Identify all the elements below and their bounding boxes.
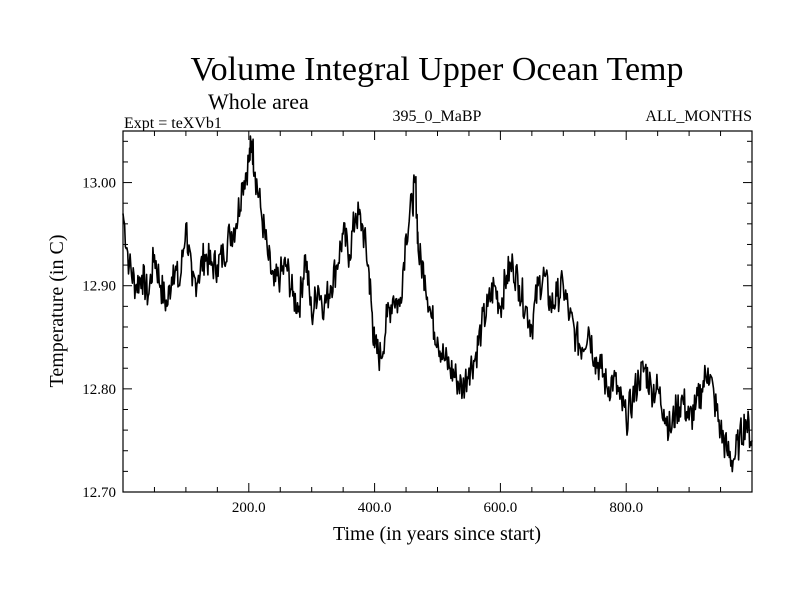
series-line	[122, 135, 753, 473]
y-tick-label: 13.00	[82, 176, 116, 192]
y-axis-label: Temperature (in C)	[46, 235, 68, 388]
x-tick-label: 800.0	[609, 500, 643, 516]
y-tick-label: 12.70	[82, 485, 116, 501]
chart-title: Volume Integral Upper Ocean Temp	[191, 51, 684, 88]
x-tick-label: 200.0	[232, 500, 266, 516]
x-tick-label: 600.0	[484, 500, 518, 516]
y-tick-label: 12.80	[82, 382, 116, 398]
y-tick-label: 12.90	[82, 279, 116, 295]
x-tick-label: 400.0	[358, 500, 392, 516]
experiment-label: Expt = teXVb1	[124, 115, 222, 132]
chart-subtitle: Whole area	[208, 89, 309, 114]
x-axis-label: Time (in years since start)	[333, 523, 541, 545]
plot-frame	[122, 130, 753, 493]
months-label: ALL_MONTHS	[645, 108, 752, 125]
run-label: 395_0_MaBP	[393, 108, 482, 125]
